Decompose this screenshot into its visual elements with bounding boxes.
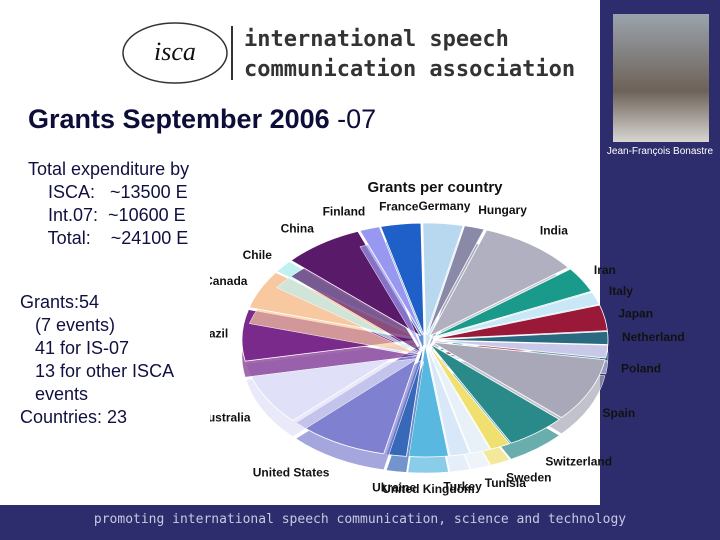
chart-title: Grants per country: [367, 179, 503, 196]
text-line: 41 for IS-07: [20, 338, 130, 358]
slice-label: Tunisia: [485, 476, 526, 490]
text-line: Grants:54: [20, 292, 100, 312]
logo: isca international speech communication …: [120, 18, 580, 88]
slice-label: Netherland: [622, 330, 685, 344]
slice-label: Japan: [618, 307, 653, 321]
pie-slice: [432, 341, 606, 419]
pie-slice: [431, 268, 592, 338]
slice-label: Germany: [418, 199, 470, 213]
text-line: Int.07: ~10600 E: [28, 205, 186, 225]
slice-label: India: [540, 223, 568, 237]
slice-label: Hungary: [478, 203, 527, 217]
footer-bar: [0, 505, 720, 540]
slice-label: Switzerland: [545, 454, 612, 468]
chart-area: Grants per country France Germany Hungary I…: [195, 168, 720, 510]
slice-label: Brazil: [210, 327, 228, 341]
pie-slice: [429, 343, 560, 444]
slice-label: Finland: [323, 204, 366, 218]
text-line: ISCA: ~13500 E: [28, 182, 188, 202]
slice-label: Ukraine: [372, 481, 416, 495]
chart: Grants per country France Germany Hungary I…: [195, 179, 685, 496]
pie-slice: [359, 226, 423, 336]
slice-label: United States: [253, 465, 330, 479]
slice-label: United Kingdom: [382, 482, 475, 496]
text-line: (7 events): [20, 315, 116, 335]
org-name: communication association: [244, 57, 575, 82]
photo-caption: Jean-François Bonastre: [606, 146, 714, 157]
pie-slice: [426, 344, 471, 457]
slice-label: China: [281, 222, 315, 236]
slice-label: Canada: [210, 274, 248, 288]
grants-text: Grants:54 (7 events) 41 for IS-07 13 for…: [20, 291, 174, 429]
slice-label: Italy: [609, 284, 633, 298]
pie-slice: [422, 222, 464, 336]
text-line: events: [20, 384, 89, 404]
title-main: Grants September 2006: [28, 104, 330, 134]
text-line: Total expenditure by: [28, 159, 190, 179]
pie-slice: [380, 222, 425, 336]
slice-label: Spain: [603, 406, 636, 420]
slice-label: Sweden: [506, 470, 551, 484]
slice-label: Poland: [621, 361, 661, 375]
pie-slice: [432, 340, 609, 359]
slide-title: Grants September 2006 -07: [28, 104, 376, 135]
pie-slice: [428, 229, 569, 337]
footer-text: promoting international speech communica…: [93, 512, 627, 527]
org-name: international speech: [244, 27, 509, 52]
slice-label: Iran: [594, 263, 616, 277]
pie-slice: [426, 225, 485, 336]
slice-label: Chile: [243, 248, 273, 262]
logo-graphic: isca international speech communication …: [122, 22, 575, 84]
expenditure-text: Total expenditure by ISCA: ~13500 E Int.…: [28, 158, 189, 250]
portrait-photo: [613, 14, 709, 142]
slice-label: France: [379, 199, 419, 213]
title-suffix: -07: [337, 104, 377, 134]
slice-label: Turkey: [443, 480, 482, 494]
pie-slice: [427, 344, 511, 450]
text-line: Countries: 23: [20, 407, 128, 427]
slice-label: Australia: [210, 410, 251, 424]
pie-slice: [432, 331, 609, 345]
pie-slice: [432, 291, 600, 339]
text-line: Total: ~24100 E: [28, 228, 189, 248]
logo-mark: isca: [154, 37, 196, 66]
text-line: 13 for other ISCA: [20, 361, 175, 381]
pie-slice: [432, 304, 608, 340]
pie-slice: [427, 344, 491, 454]
pie-slice: [290, 230, 421, 337]
